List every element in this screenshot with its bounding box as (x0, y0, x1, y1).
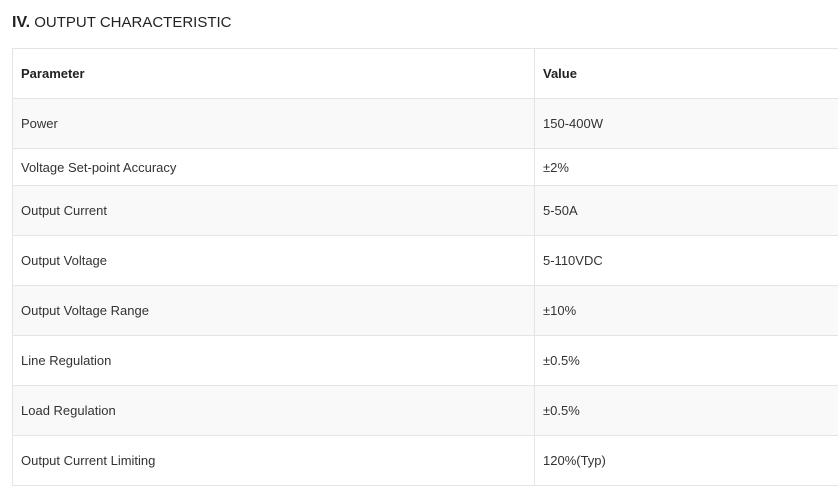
table-row: Output Voltage Range ±10% (12, 285, 838, 336)
table-row: Output Current Limiting 120%(Typ) (12, 435, 838, 486)
table-row: Output Current 5-50A (12, 185, 838, 236)
section-number: IV. (12, 14, 31, 31)
header-value: Value (534, 48, 838, 99)
row-parameter: Output Voltage Range (12, 285, 535, 336)
section-title: OUTPUT CHARACTERISTIC (34, 14, 232, 31)
table-row: Output Voltage 5-110VDC (12, 235, 838, 286)
row-value: 5-110VDC (534, 235, 838, 286)
table-row: Load Regulation ±0.5% (12, 385, 838, 436)
row-value: ±0.5% (534, 335, 838, 386)
row-value: 150-400W (534, 98, 838, 149)
table-row: Voltage Set-point Accuracy ±2% (12, 148, 838, 186)
row-value: ±10% (534, 285, 838, 336)
row-value: ±0.5% (534, 385, 838, 436)
row-parameter: Voltage Set-point Accuracy (12, 148, 535, 186)
row-parameter: Load Regulation (12, 385, 535, 436)
table-row: Line Regulation ±0.5% (12, 335, 838, 386)
row-value: 120%(Typ) (534, 435, 838, 486)
header-parameter: Parameter (12, 48, 535, 99)
row-value: 5-50A (534, 185, 838, 236)
row-parameter: Line Regulation (12, 335, 535, 386)
row-value: ±2% (534, 148, 838, 186)
row-parameter: Output Voltage (12, 235, 535, 286)
table-row: Power 150-400W (12, 98, 838, 149)
row-parameter: Output Current Limiting (12, 435, 535, 486)
output-characteristic-table: Parameter Value Power 150-400W Voltage S… (12, 48, 838, 486)
table-header-row: Parameter Value (12, 48, 838, 99)
row-parameter: Power (12, 98, 535, 149)
row-parameter: Output Current (12, 185, 535, 236)
section-heading: IV. OUTPUT CHARACTERISTIC (12, 12, 232, 34)
